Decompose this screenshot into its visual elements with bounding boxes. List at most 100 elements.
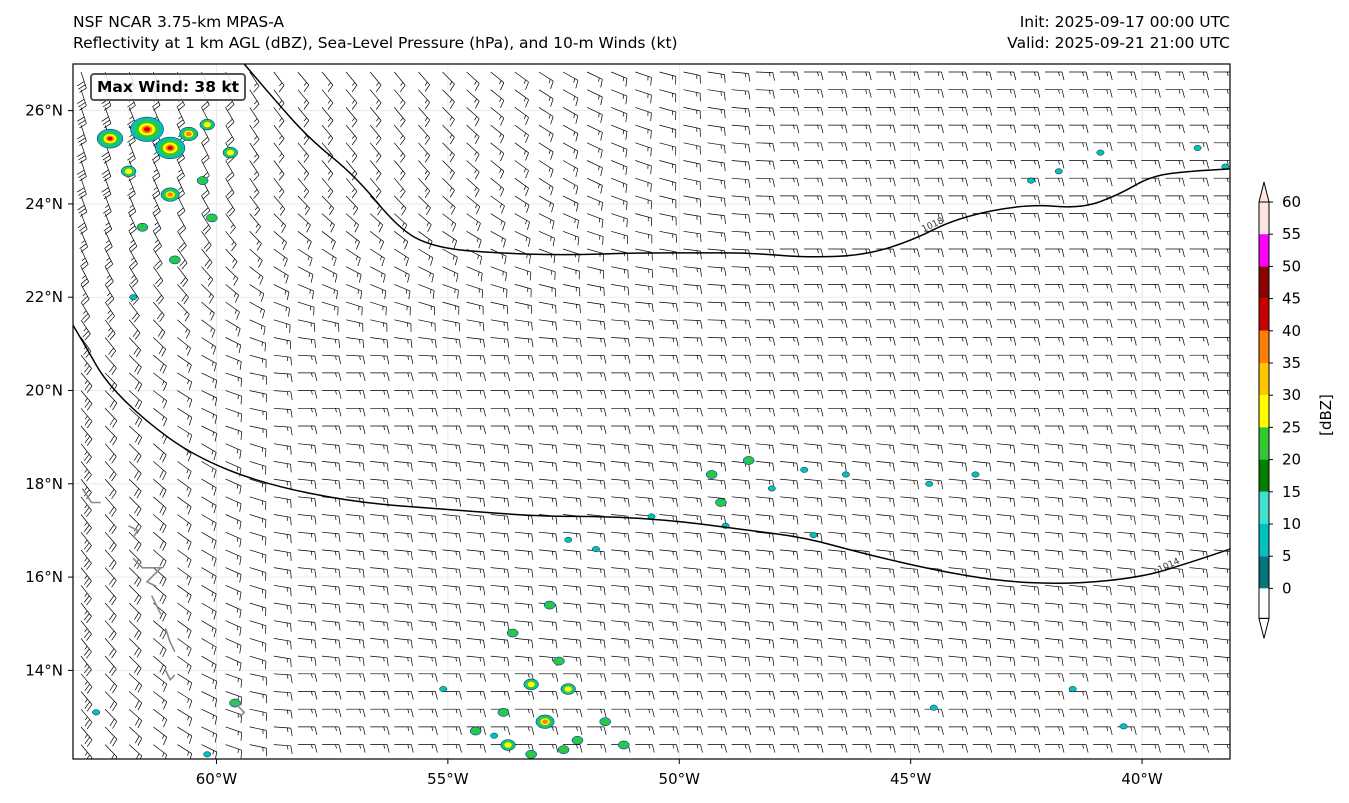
wind-barb xyxy=(177,549,192,568)
wind-barb xyxy=(876,744,896,753)
wind-barb xyxy=(1189,142,1209,151)
wind-barb xyxy=(1117,354,1137,364)
wind-barb xyxy=(297,71,310,93)
wind-barb xyxy=(1117,638,1136,649)
wind-barb xyxy=(321,461,341,472)
wind-barb xyxy=(659,354,679,364)
wind-barb xyxy=(346,567,365,578)
wind-barb xyxy=(1093,708,1113,718)
wind-barb xyxy=(972,726,993,735)
wind-barb xyxy=(1045,354,1065,364)
wind-barb xyxy=(804,195,824,204)
wind-barb xyxy=(635,620,654,631)
wind-barb xyxy=(635,691,655,700)
wind-barb xyxy=(101,160,112,182)
wind-barb xyxy=(804,248,824,258)
wind-barb xyxy=(900,284,920,293)
wind-barb xyxy=(490,195,505,214)
wind-barb xyxy=(538,107,554,125)
wind-barb xyxy=(611,407,631,417)
wind-barb xyxy=(1117,655,1136,667)
wind-barb xyxy=(1069,708,1089,718)
wind-barb xyxy=(731,638,751,649)
wind-barb xyxy=(996,425,1017,435)
wind-barb xyxy=(442,478,461,490)
wind-barb xyxy=(635,319,654,330)
lon-tick-label: 40°W xyxy=(1121,770,1163,788)
wind-barb xyxy=(394,461,413,472)
wind-barb xyxy=(297,89,310,110)
wind-barb xyxy=(828,478,847,490)
wind-barb xyxy=(563,673,583,682)
wind-barb xyxy=(273,549,292,561)
wind-barb xyxy=(177,372,193,390)
wind-barb xyxy=(345,231,360,250)
wind-barb xyxy=(514,354,534,364)
wind-barb xyxy=(1189,124,1209,134)
wind-barb xyxy=(731,708,752,718)
wind-barb xyxy=(996,266,1017,275)
wind-barb xyxy=(1045,213,1065,222)
wind-barb xyxy=(635,744,655,753)
wind-barb xyxy=(418,284,435,299)
wind-barb xyxy=(948,284,968,293)
wind-barb xyxy=(225,567,242,583)
wind-barb xyxy=(563,708,583,718)
wind-barb xyxy=(322,673,342,682)
wind-barb xyxy=(779,195,800,204)
wind-barb xyxy=(442,708,462,718)
reflectivity-cell xyxy=(527,681,535,688)
wind-barb xyxy=(1093,160,1113,169)
wind-barb xyxy=(152,195,161,217)
wind-barb xyxy=(587,744,607,753)
wind-barb xyxy=(635,443,654,454)
wind-barb xyxy=(972,71,993,81)
wind-barb xyxy=(587,567,606,578)
wind-barb xyxy=(804,726,824,735)
wind-barb xyxy=(876,461,895,472)
wind-barb xyxy=(1213,461,1230,467)
wind-barb xyxy=(611,177,628,193)
wind-barb xyxy=(1069,407,1089,417)
wind-barb xyxy=(104,673,118,694)
wind-barb xyxy=(587,708,607,718)
wind-barb xyxy=(1165,744,1185,753)
reflectivity-cell xyxy=(707,471,716,478)
wind-barb xyxy=(683,407,703,417)
wind-barb xyxy=(1189,496,1209,507)
wind-barb xyxy=(538,213,555,230)
wind-barb xyxy=(128,213,137,235)
wind-barb xyxy=(370,584,389,596)
wind-barb xyxy=(418,584,437,596)
wind-barb xyxy=(779,744,800,753)
wind-barb xyxy=(297,708,318,718)
wind-barb xyxy=(972,354,993,364)
wind-barb xyxy=(128,708,143,729)
wind-barb xyxy=(996,284,1017,293)
wind-barb xyxy=(828,319,848,328)
wind-barb xyxy=(1141,107,1161,116)
wind-barb xyxy=(1093,107,1113,116)
wind-barb xyxy=(201,602,217,620)
wind-barb xyxy=(731,425,752,435)
wind-barb xyxy=(1213,160,1230,165)
wind-barb xyxy=(900,673,920,682)
wind-barb xyxy=(370,372,390,381)
wind-barb xyxy=(104,514,117,535)
wind-barb xyxy=(370,301,387,316)
wind-barb xyxy=(683,107,701,120)
wind-barb xyxy=(900,478,919,490)
wind-barb xyxy=(345,284,363,300)
wind-barb xyxy=(153,266,164,288)
wind-barb xyxy=(394,231,409,250)
wind-barb xyxy=(466,638,486,649)
wind-barb xyxy=(1020,107,1041,116)
wind-barb xyxy=(779,691,800,700)
wind-barb xyxy=(80,673,93,694)
wind-barb xyxy=(273,531,292,544)
wind-barb xyxy=(635,195,652,210)
wind-barb xyxy=(249,655,267,670)
coastline xyxy=(81,488,101,504)
wind-barb xyxy=(104,567,117,588)
wind-barb xyxy=(707,407,727,417)
